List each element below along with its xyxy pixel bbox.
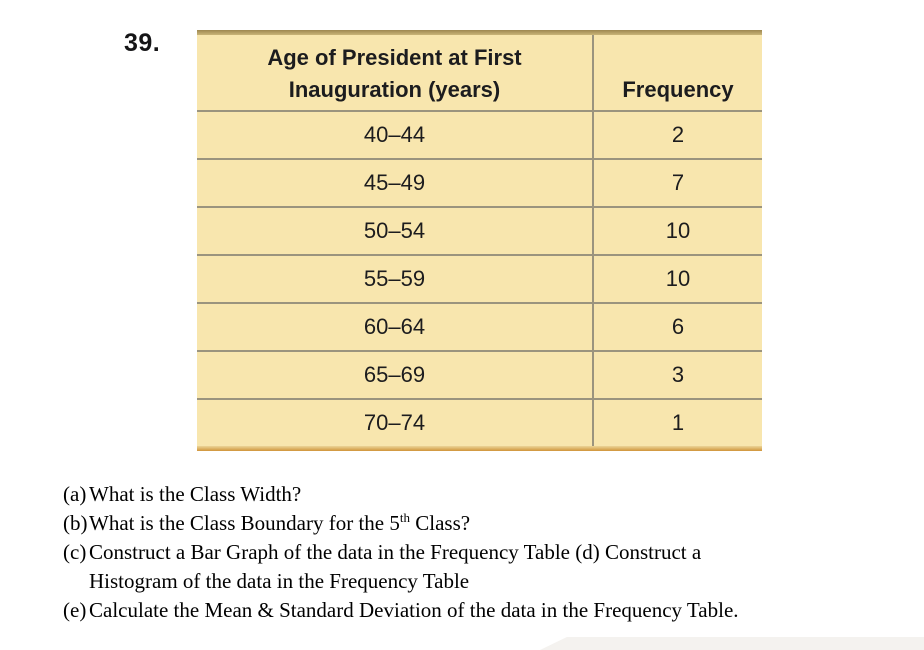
question-a: (a) What is the Class Width? bbox=[63, 480, 873, 509]
table-row: 50–54 10 bbox=[197, 206, 762, 254]
question-b-text: What is the Class Boundary for the 5th C… bbox=[89, 509, 873, 538]
cell-frequency: 7 bbox=[592, 160, 762, 206]
question-c-marker: (c) bbox=[63, 540, 87, 564]
table-top-rule bbox=[197, 30, 762, 35]
table-header-row: Age of President at First Inauguration (… bbox=[197, 35, 762, 110]
cell-frequency: 2 bbox=[592, 112, 762, 158]
ordinal-superscript: th bbox=[399, 510, 410, 525]
question-e-text: Calculate the Mean & Standard Deviation … bbox=[89, 598, 739, 622]
question-c-text: Construct a Bar Graph of the data in the… bbox=[89, 538, 873, 596]
problem-number: 39. bbox=[124, 29, 161, 57]
table-row: 65–69 3 bbox=[197, 350, 762, 398]
cell-age-range: 55–59 bbox=[363, 266, 426, 291]
frequency-table: Age of President at First Inauguration (… bbox=[197, 30, 762, 451]
cell-frequency: 3 bbox=[592, 352, 762, 398]
question-b: (b) What is the Class Boundary for the 5… bbox=[63, 509, 873, 538]
cell-age-range: 40–44 bbox=[363, 122, 426, 147]
question-e: (e) Calculate the Mean & Standard Deviat… bbox=[63, 596, 873, 625]
question-b-post: Class? bbox=[409, 511, 471, 535]
cell-frequency: 10 bbox=[592, 256, 762, 302]
table-row: 70–74 1 bbox=[197, 398, 762, 446]
scan-shadow-artifact bbox=[540, 637, 924, 650]
table-row: 40–44 2 bbox=[197, 110, 762, 158]
header-age-line2: Inauguration (years) bbox=[288, 77, 501, 102]
table-row: 45–49 7 bbox=[197, 158, 762, 206]
cell-frequency: 10 bbox=[592, 208, 762, 254]
question-list: (a) What is the Class Width? (b) What is… bbox=[63, 480, 873, 625]
header-age-column: Age of President at First Inauguration (… bbox=[197, 35, 592, 110]
cell-age-range: 65–69 bbox=[363, 362, 426, 387]
header-age-line1: Age of President at First bbox=[267, 45, 522, 70]
cell-age-range: 50–54 bbox=[363, 218, 426, 243]
cell-age-range: 60–64 bbox=[363, 314, 426, 339]
cell-frequency: 1 bbox=[592, 400, 762, 446]
header-frequency-column: Frequency bbox=[592, 35, 762, 110]
table-row: 60–64 6 bbox=[197, 302, 762, 350]
table-bottom-rule bbox=[197, 446, 762, 451]
question-b-pre: What is the Class Boundary for the 5 bbox=[89, 511, 400, 535]
question-c-d: (c) Construct a Bar Graph of the data in… bbox=[63, 538, 873, 596]
question-a-marker: (a) bbox=[63, 482, 87, 506]
question-c-line2: Histogram of the data in the Frequency T… bbox=[89, 569, 470, 593]
question-c-line1: Construct a Bar Graph of the data in the… bbox=[89, 540, 702, 564]
cell-age-range: 45–49 bbox=[363, 170, 426, 195]
question-b-marker: (b) bbox=[63, 511, 88, 535]
cell-frequency: 6 bbox=[592, 304, 762, 350]
table-row: 55–59 10 bbox=[197, 254, 762, 302]
question-a-text: What is the Class Width? bbox=[89, 482, 302, 506]
question-e-marker: (e) bbox=[63, 598, 87, 622]
cell-age-range: 70–74 bbox=[363, 410, 426, 435]
